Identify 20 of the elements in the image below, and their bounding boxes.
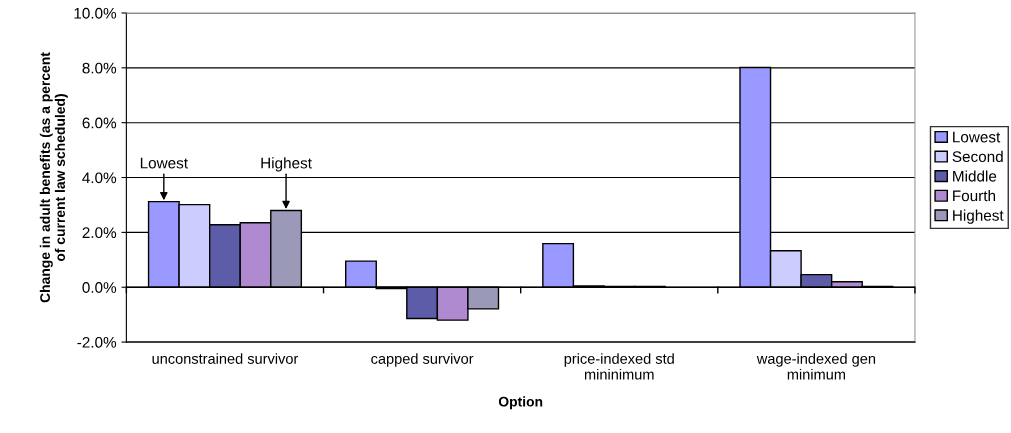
y-tick-label: 10.0% [74, 7, 117, 19]
legend-label: Middle [953, 170, 997, 182]
annotation: Highest [261, 157, 312, 172]
legend-label: Highest [953, 209, 1004, 224]
y-tick-label: 0.0% [82, 282, 117, 293]
x-tick-label: capped survivor [371, 353, 474, 367]
y-tick-label: 4.0% [82, 172, 117, 184]
x-axis-title: Option [498, 396, 543, 410]
legend-label: Second [952, 150, 1003, 163]
x-tick-label: price-indexed std mininimum [564, 353, 674, 380]
y-tick-label: 6.0% [82, 117, 117, 129]
y-tick-label: -2.0% [77, 336, 117, 348]
x-tick-label: unconstrained survivor [152, 353, 299, 364]
y-tick-label: 8.0% [82, 62, 117, 74]
annotation: Lowest [140, 157, 188, 169]
legend-label: Lowest [953, 131, 1001, 143]
y-axis-title: Change in adult benefits (as a percent of current law scheduled) [39, 52, 68, 303]
y-tick-label: 2.0% [82, 227, 117, 239]
x-tick-label: wage-indexed gen minimum [756, 353, 876, 380]
legend-label: Fourth [953, 190, 996, 202]
